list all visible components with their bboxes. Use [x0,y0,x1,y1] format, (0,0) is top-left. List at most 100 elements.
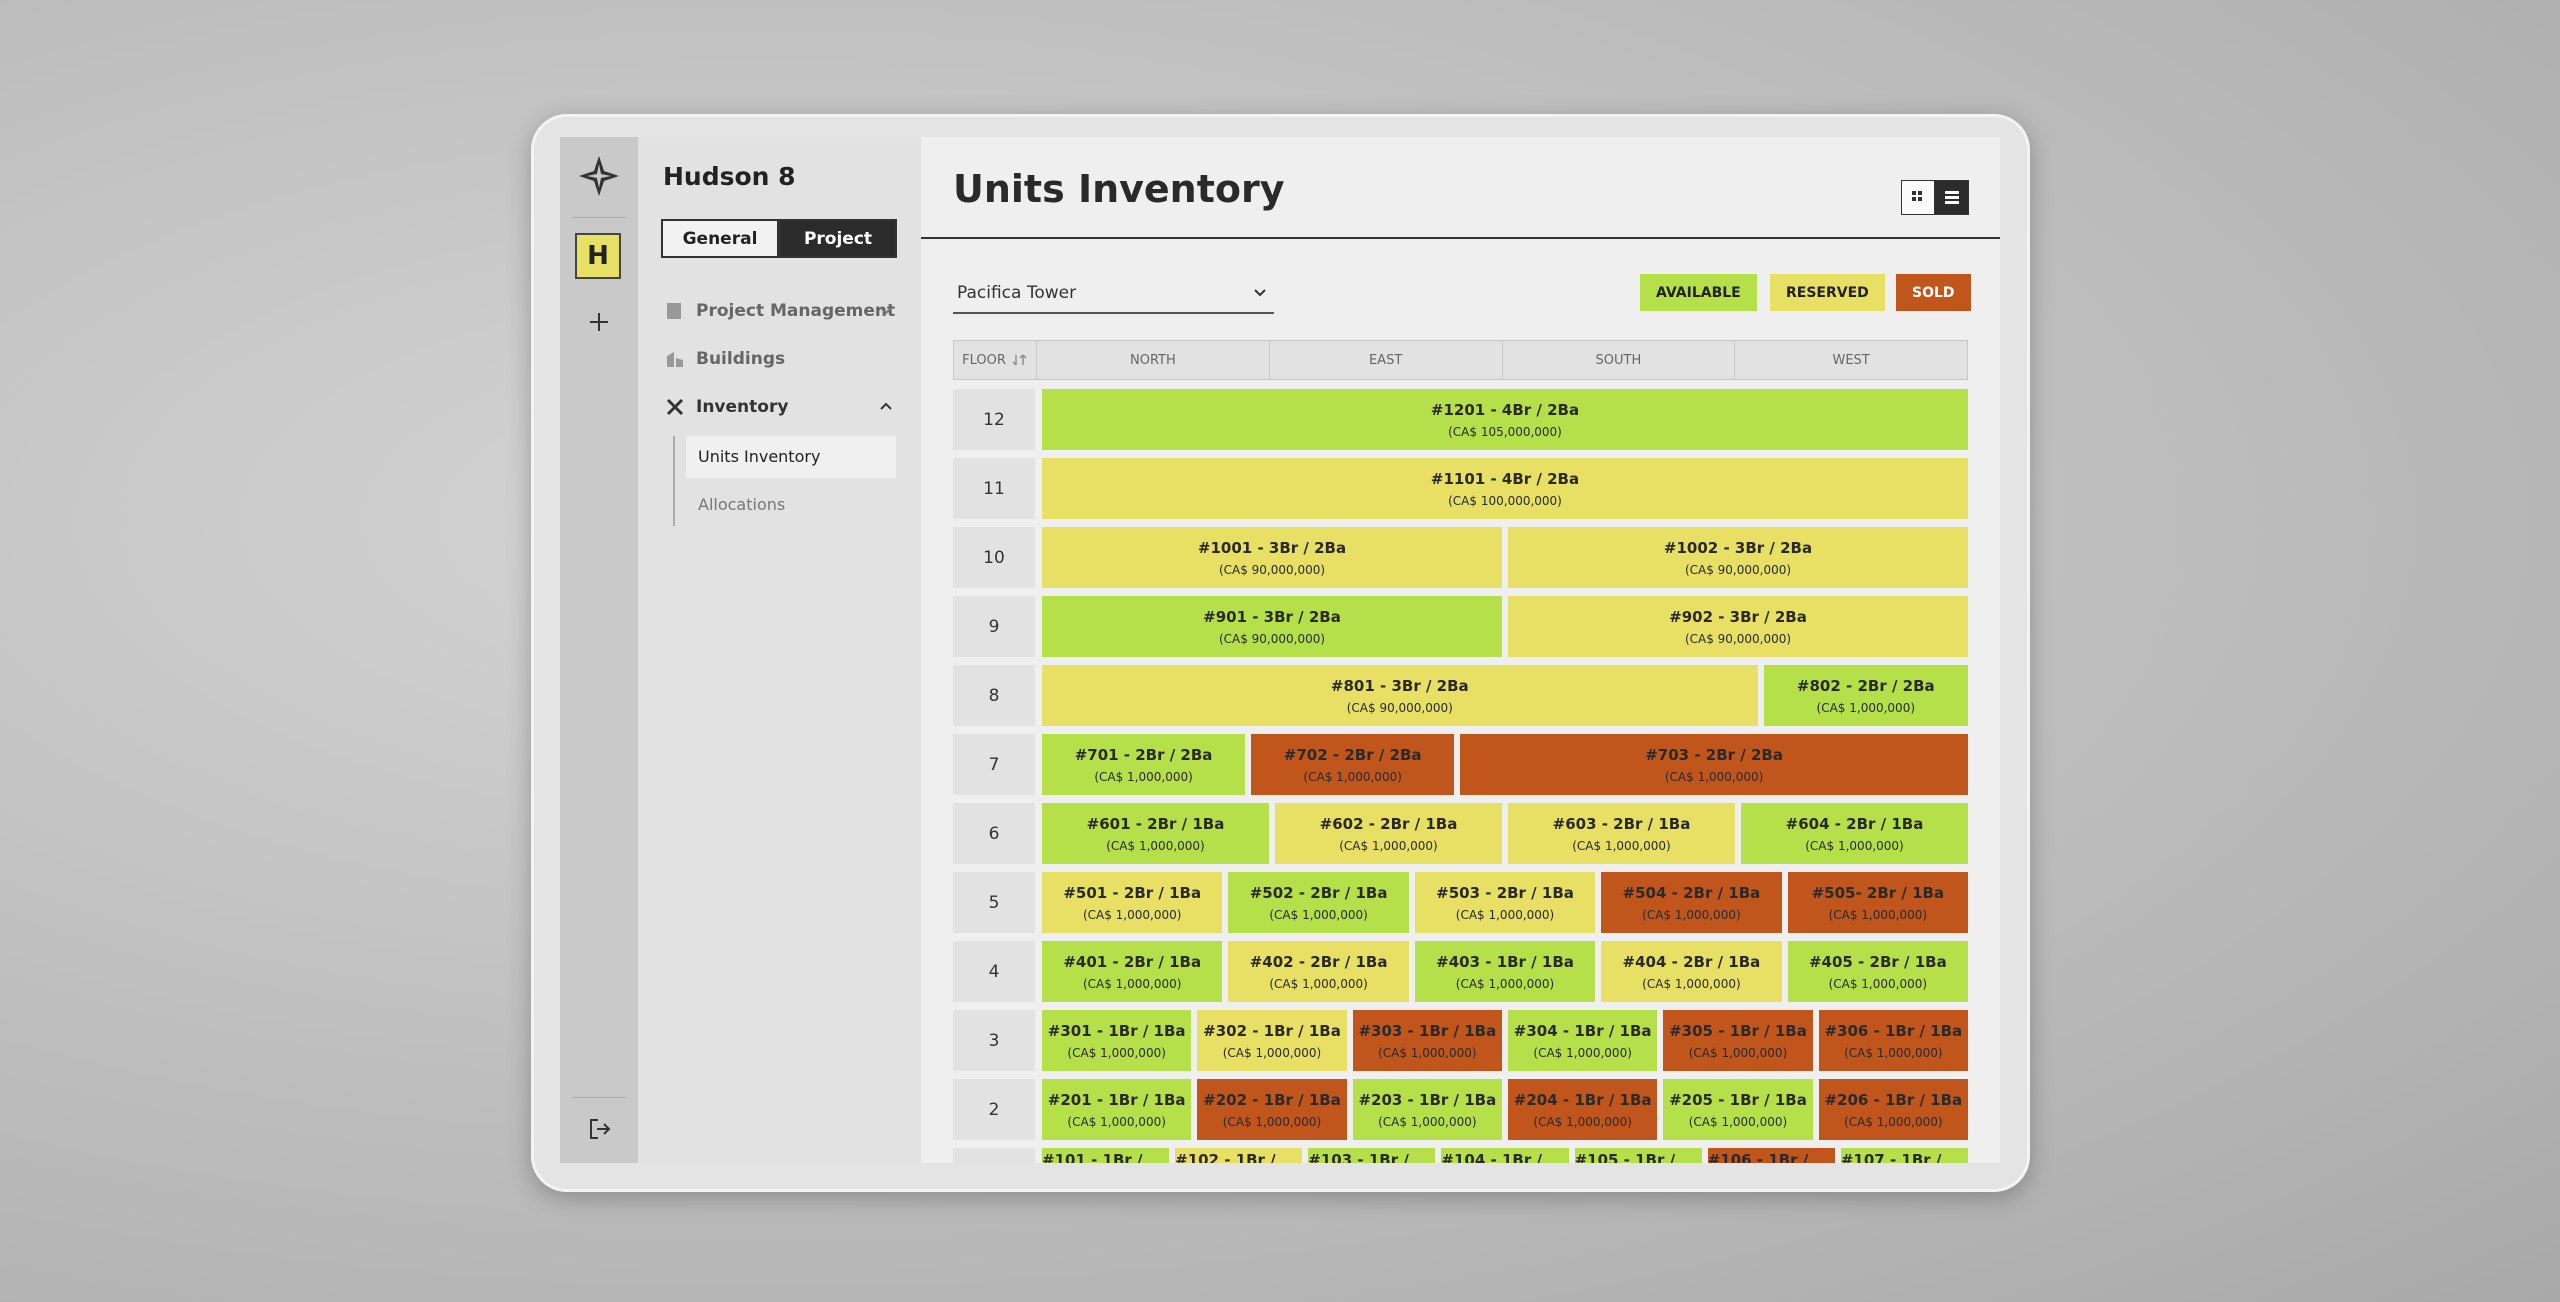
unit-cell[interactable]: #1101 - 4Br / 2Ba (CA$ 100,000,000) [1042,458,1968,519]
divider [572,217,626,218]
unit-cell[interactable]: #202 - 1Br / 1Ba (CA$ 1,000,000) [1197,1079,1347,1140]
legend-item[interactable]: AVAILABLE [1640,274,1757,311]
unit-cell[interactable]: #802 - 2Br / 2Ba (CA$ 1,000,000) [1763,665,1968,726]
unit-cell[interactable]: #501 - 2Br / 1Ba (CA$ 1,000,000) [1042,872,1223,933]
unit-price: (CA$ 1,000,000) [1082,907,1182,922]
floor-row: 12 #1201 - 4Br / 2Ba (CA$ 105,000,000) [953,389,1968,450]
add-button[interactable] [589,312,609,332]
unit-price: (CA$ 1,000,000) [1572,838,1671,853]
floor-row: 5 #501 - 2Br / 1Ba (CA$ 1,000,000) #502 - 2… [953,872,1968,933]
unit-cell[interactable]: #401 - 2Br / 1Ba (CA$ 1,000,000) [1042,941,1223,1002]
unit-cell[interactable]: #206 - 1Br / 1Ba (CA$ 1,000,000) [1818,1079,1968,1140]
unit-price: (CA$ 1,000,000) [1067,1045,1166,1060]
subnav-item[interactable]: Units Inventory [698,447,821,466]
building-select[interactable]: Pacifica Tower [953,274,1274,314]
nav-item[interactable]: Inventory [696,397,789,417]
unit-cell[interactable]: #701 - 2Br / 2Ba (CA$ 1,000,000) [1042,734,1246,795]
unit-cell[interactable]: #1201 - 4Br / 2Ba (CA$ 105,000,000) [1042,389,1968,450]
unit-label: #404 - 2Br / 1Ba [1622,952,1761,971]
unit-cell[interactable]: #505- 2Br / 1Ba (CA$ 1,000,000) [1787,872,1968,933]
unit-cell[interactable]: #601 - 2Br / 1Ba (CA$ 1,000,000) [1042,803,1269,864]
unit-cell[interactable]: #403 - 1Br / 1Ba (CA$ 1,000,000) [1414,941,1596,1002]
unit-price: (CA$ 1,000,000) [1664,769,1764,784]
floor-number: 10 [953,527,1035,588]
column-header: SOUTH [1501,341,1735,379]
sort-icon[interactable] [1012,354,1028,366]
unit-cell[interactable]: #1002 - 3Br / 2Ba (CA$ 90,000,000) [1508,527,1968,588]
logout-button[interactable] [589,1118,611,1140]
unit-cell[interactable]: #305 - 1Br / 1Ba (CA$ 1,000,000) [1663,1010,1813,1071]
unit-label: #305 - 1Br / 1Ba [1669,1021,1807,1040]
unit-cell[interactable]: #901 - 3Br / 2Ba (CA$ 90,000,000) [1042,596,1502,657]
unit-cell[interactable]: #502 - 2Br / 1Ba (CA$ 1,000,000) [1228,872,1409,933]
unit-cell[interactable]: #201 - 1Br / 1Ba (CA$ 1,000,000) [1042,1079,1192,1140]
unit-price: (CA$ 1,000,000) [1642,976,1741,991]
unit-price: (CA$ 1,000,000) [1455,907,1555,922]
unit-cell[interactable]: #106 - 1Br / 1Ba(CA$ 1,000,000) [1707,1148,1835,1163]
unit-price: (CA$ 1,000,000) [1378,1114,1477,1129]
floor-units: #401 - 2Br / 1Ba (CA$ 1,000,000) #402 - 2B… [1042,941,1968,1002]
nav-item[interactable]: Buildings [696,349,786,369]
unit-cell[interactable]: #301 - 1Br / 1Ba (CA$ 1,000,000) [1042,1010,1192,1071]
unit-cell[interactable]: #1001 - 3Br / 2Ba (CA$ 90,000,000) [1042,527,1502,588]
unit-price: (CA$ 1,000,000) [1828,907,1928,922]
unit-cell[interactable]: #302 - 1Br / 1Ba (CA$ 1,000,000) [1197,1010,1347,1071]
unit-cell[interactable]: #107 - 1Br / 1Ba(CA$ 1,000,000) [1840,1148,1968,1163]
floor-number: 3 [953,1010,1035,1071]
unit-cell[interactable]: #902 - 3Br / 2Ba (CA$ 90,000,000) [1508,596,1968,657]
unit-cell[interactable]: #103 - 1Br / 1Ba(CA$ 1,000,000) [1308,1148,1436,1163]
unit-cell[interactable]: #801 - 3Br / 2Ba (CA$ 90,000,000) [1042,665,1758,726]
unit-cell[interactable]: #503 - 2Br / 1Ba (CA$ 1,000,000) [1414,872,1596,933]
column-header[interactable]: FLOOR [954,341,1036,379]
floor-number: 1 [953,1148,1035,1163]
tab[interactable]: Project [779,219,897,258]
unit-price: (CA$ 1,000,000) [1106,838,1205,853]
unit-label: #503 - 2Br / 1Ba [1436,883,1574,902]
unit-cell[interactable]: #604 - 2Br / 1Ba (CA$ 1,000,000) [1741,803,1968,864]
nav-item[interactable]: Project Management [696,301,896,321]
unit-cell[interactable]: #603 - 2Br / 1Ba (CA$ 1,000,000) [1508,803,1735,864]
floor-units: #501 - 2Br / 1Ba (CA$ 1,000,000) #502 - 2B… [1042,872,1968,933]
unit-cell[interactable]: #402 - 2Br / 1Ba (CA$ 1,000,000) [1228,941,1409,1002]
floor-row: 6 #601 - 2Br / 1Ba (CA$ 1,000,000) #602 - 2… [953,803,1968,864]
unit-cell[interactable]: #602 - 2Br / 1Ba (CA$ 1,000,000) [1275,803,1502,864]
floor-row: 8 #801 - 3Br / 2Ba (CA$ 90,000,000) #802 - … [953,665,1968,726]
unit-label: #202 - 1Br / 1Ba [1203,1090,1341,1109]
floor-units: #201 - 1Br / 1Ba (CA$ 1,000,000) #202 - 1B… [1042,1079,1968,1140]
legend-item[interactable]: SOLD [1896,274,1971,311]
unit-cell[interactable]: #504 - 2Br / 1Ba (CA$ 1,000,000) [1601,872,1782,933]
unit-label: #505- 2Br / 1Ba [1811,883,1945,902]
unit-price: (CA$ 1,000,000) [1844,1114,1943,1129]
unit-cell[interactable]: #204 - 1Br / 1Ba (CA$ 1,000,000) [1507,1079,1658,1140]
unit-cell[interactable]: #306 - 1Br / 1Ba (CA$ 1,000,000) [1818,1010,1968,1071]
floor-row: 3 #301 - 1Br / 1Ba (CA$ 1,000,000) #302 - 1… [953,1010,1968,1071]
unit-cell[interactable]: #304 - 1Br / 1Ba (CA$ 1,000,000) [1507,1010,1658,1071]
unit-cell[interactable]: #104 - 1Br / 1Ba(CA$ 1,000,000) [1441,1148,1569,1163]
unit-label: #703 - 2Br / 2Ba [1645,745,1783,764]
unit-cell[interactable]: #703 - 2Br / 2Ba (CA$ 1,000,000) [1460,734,1968,795]
project-avatar[interactable]: H [575,233,621,279]
unit-cell[interactable]: #105 - 1Br / 1Ba(CA$ 1,000,000) [1574,1148,1702,1163]
legend-item[interactable]: RESERVED [1770,274,1885,311]
view-toggle[interactable] [1901,180,1969,215]
subnav-item[interactable]: Allocations [698,495,786,514]
unit-cell[interactable]: #405 - 2Br / 1Ba (CA$ 1,000,000) [1787,941,1968,1002]
unit-cell[interactable]: #205 - 1Br / 1Ba (CA$ 1,000,000) [1663,1079,1813,1140]
floor-number: 2 [953,1079,1035,1140]
unit-label: #604 - 2Br / 1Ba [1785,814,1924,833]
unit-cell[interactable]: #102 - 1Br / 1Ba(CA$ 1,000,000) [1175,1148,1303,1163]
unit-cell[interactable]: #203 - 1Br / 1Ba (CA$ 1,000,000) [1352,1079,1502,1140]
unit-label: #203 - 1Br / 1Ba [1358,1090,1497,1109]
floor-number: 7 [953,734,1035,795]
floor-units: #301 - 1Br / 1Ba (CA$ 1,000,000) #302 - 1B… [1042,1010,1968,1071]
nav-icon [667,352,683,367]
logo [579,156,619,196]
floor-units: #101 - 1Br / 1Ba(CA$ 1,000,000) #102 - 1B… [1042,1148,1968,1163]
floor-row: 2 #201 - 1Br / 1Ba (CA$ 1,000,000) #202 - 1… [953,1079,1968,1140]
unit-cell[interactable]: #303 - 1Br / 1Ba (CA$ 1,000,000) [1352,1010,1502,1071]
unit-cell[interactable]: #702 - 2Br / 2Ba (CA$ 1,000,000) [1251,734,1455,795]
nav-icon [667,303,681,319]
unit-cell[interactable]: #404 - 2Br / 1Ba (CA$ 1,000,000) [1601,941,1782,1002]
unit-cell[interactable]: #101 - 1Br / 1Ba(CA$ 1,000,000) [1042,1148,1170,1163]
tab[interactable]: General [661,219,779,258]
